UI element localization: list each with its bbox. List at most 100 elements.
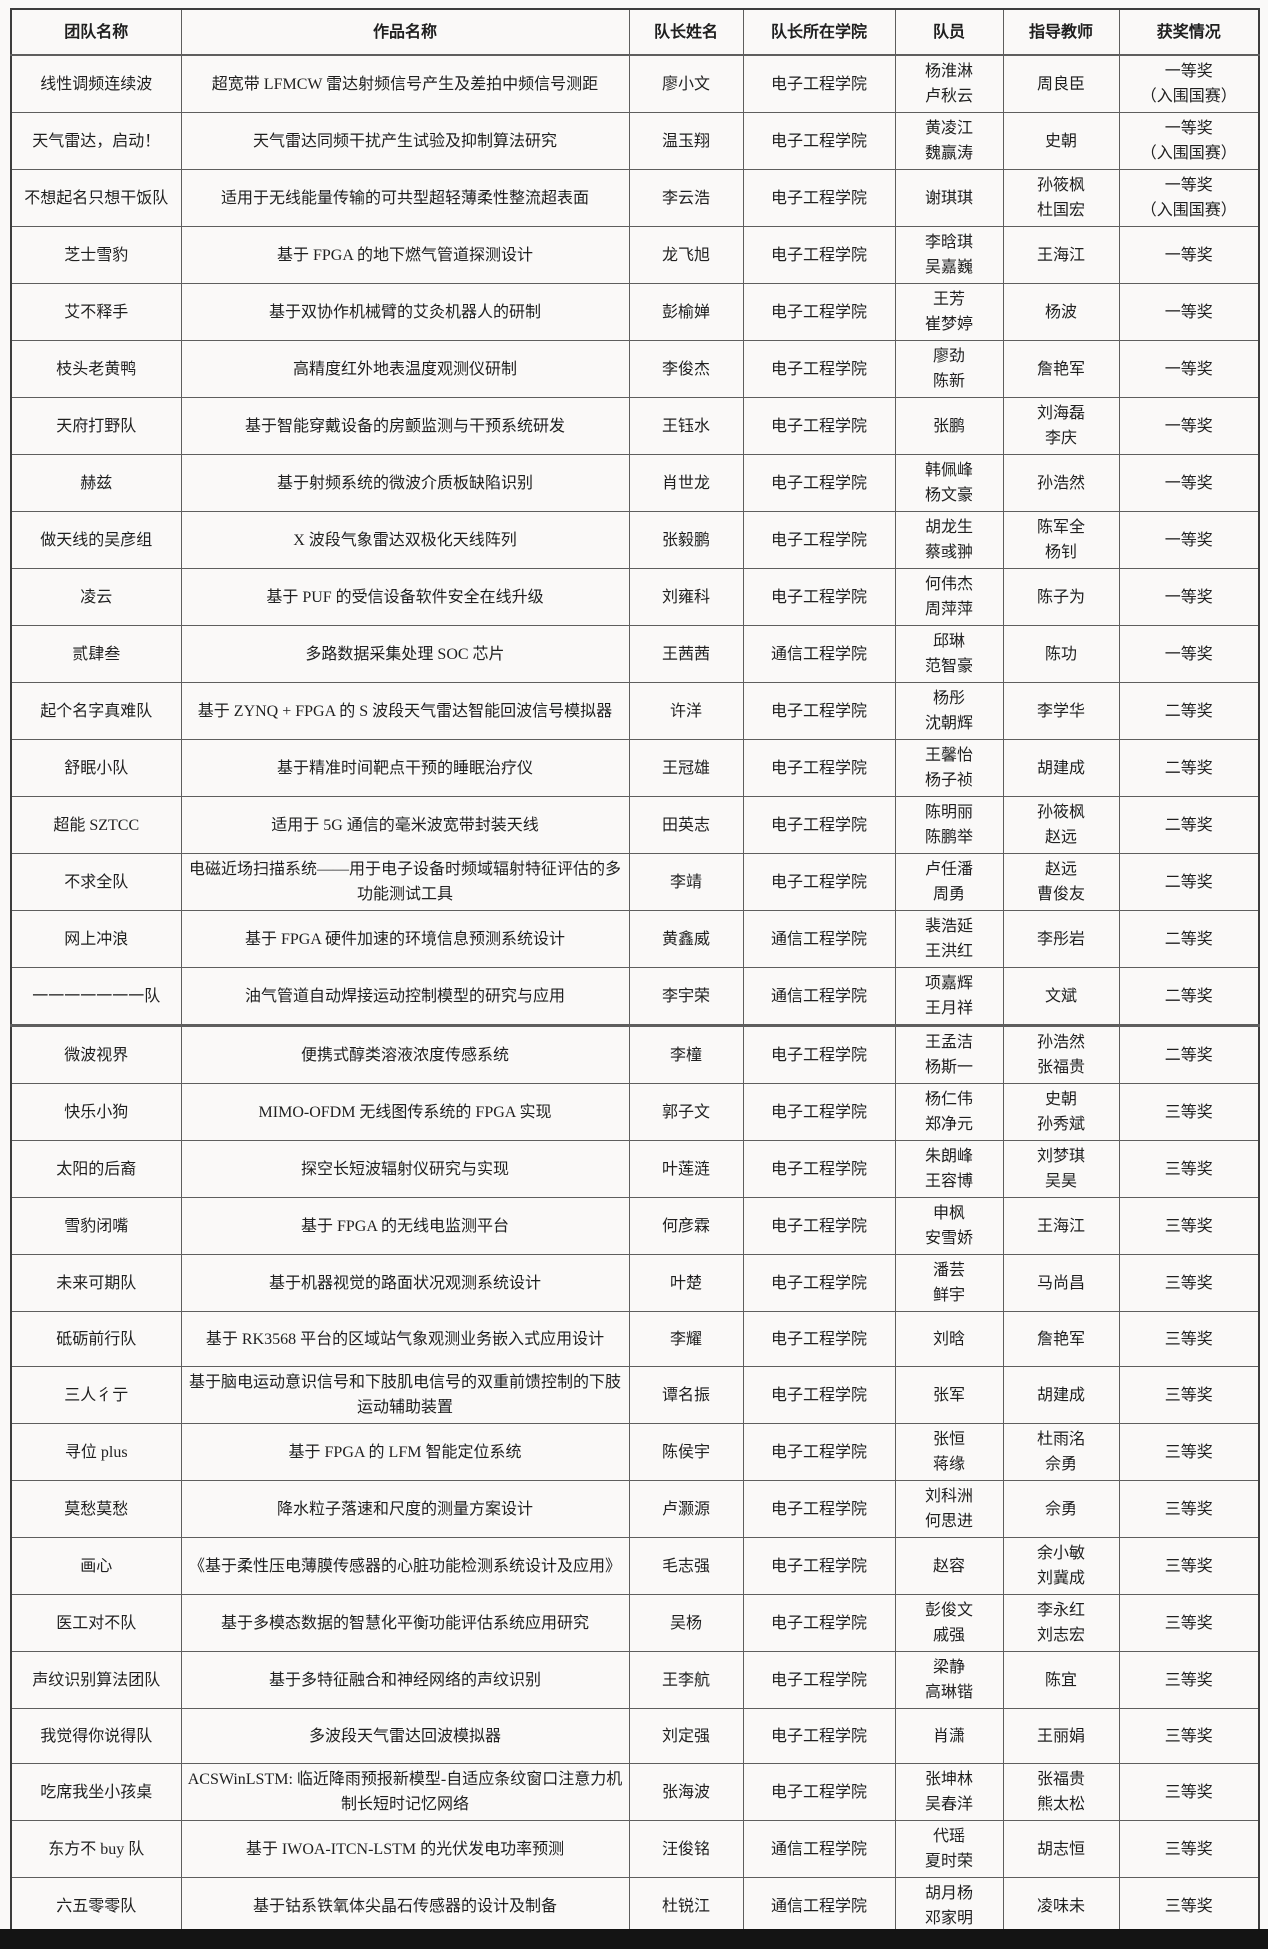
cell-work: 基于 PUF 的受信设备软件安全在线升级 <box>180 568 630 626</box>
cell-captain: 张海波 <box>628 1763 744 1821</box>
cell-award: 三等奖 <box>1118 1537 1260 1595</box>
cell-line: 三等奖 <box>1164 1897 1213 1915</box>
cell-members: 彭俊文 戚强 <box>894 1594 1004 1652</box>
cell-award: 一等奖 <box>1118 226 1260 284</box>
cell-advisors: 李彤岩 <box>1002 910 1120 968</box>
cell-captain: 郭子文 <box>628 1083 744 1141</box>
cell-line: 蔡彧翀 <box>924 544 973 561</box>
cell-line: 二等奖 <box>1164 759 1213 777</box>
cell-line: 电子工程学院 <box>770 1671 867 1689</box>
cell-advisors: 王海江 <box>1002 1197 1120 1255</box>
cell-team: 雪豹闭嘴 <box>10 1197 182 1255</box>
cell-line: 杨文豪 <box>924 487 973 504</box>
cell-captain: 李云浩 <box>628 169 744 227</box>
cell-line: 多波段天气雷达回波模拟器 <box>308 1727 501 1745</box>
cell-captain: 毛志强 <box>628 1537 744 1595</box>
cell-line: 杨钊 <box>1044 544 1077 561</box>
cell-line: 东方不 buy 队 <box>48 1840 145 1858</box>
cell-captain: 肖世龙 <box>628 454 744 512</box>
cell-team: 一一一一一一一队 <box>10 967 182 1026</box>
cell-line: 基于 ZYNQ + FPGA 的 S 波段天气雷达智能回波信号模拟器 <box>197 702 613 720</box>
cell-college: 电子工程学院 <box>742 1197 896 1255</box>
cell-line: 三等奖 <box>1164 1500 1213 1518</box>
cell-line: 王冠雄 <box>661 759 710 777</box>
cell-team: 天府打野队 <box>10 397 182 455</box>
cell-line: 赵容 <box>932 1557 965 1575</box>
cell-line: 电子工程学院 <box>770 531 867 549</box>
cell-line: 史朝 <box>1044 132 1077 150</box>
cell-line: 申枫 <box>932 1205 965 1222</box>
cell-line: 叶莲涟 <box>661 1160 710 1178</box>
cell-award: 二等奖 <box>1118 796 1260 854</box>
cell-captain: 田英志 <box>628 796 744 854</box>
cell-award: 二等奖 <box>1118 1024 1260 1084</box>
cell-captain: 叶莲涟 <box>628 1140 744 1198</box>
table-row: 雪豹闭嘴 基于 FPGA 的无线电监测平台 何彦霖 电子工程学院 申枫 安雪娇 王海江 三等奖 <box>10 1197 1260 1255</box>
cell-work: 电磁近场扫描系统——用于电子设备时频域辐射特征评估的多功能测试工具 <box>180 853 630 911</box>
cell-line: 电子工程学院 <box>770 1443 867 1461</box>
cell-work: 适用于无线能量传输的可共型超轻薄柔性整流超表面 <box>180 169 630 227</box>
cell-team: 东方不 buy 队 <box>10 1820 182 1878</box>
cell-line: 一等奖 <box>1164 588 1213 606</box>
cell-college: 电子工程学院 <box>742 1366 896 1424</box>
cell-line: 潘芸 <box>932 1262 965 1279</box>
cell-line: 许洋 <box>669 702 702 720</box>
cell-members: 张坤林 吴春洋 <box>894 1763 1004 1821</box>
cell-line: 陈功 <box>1044 645 1077 663</box>
cell-advisors: 孙筱枫 赵远 <box>1002 796 1120 854</box>
cell-college: 电子工程学院 <box>742 226 896 284</box>
cell-line: 肖世龙 <box>661 474 710 492</box>
cell-line: 吴杨 <box>669 1614 702 1632</box>
cell-line: 基于机器视觉的路面状况观测系统设计 <box>268 1274 541 1292</box>
cell-line: 三等奖 <box>1164 1386 1213 1404</box>
cell-line: 胡建成 <box>1036 1386 1085 1404</box>
cell-members: 杨仁伟 郑净元 <box>894 1083 1004 1141</box>
cell-team: 莫愁莫愁 <box>10 1480 182 1538</box>
cell-line: 熊太松 <box>1036 1796 1085 1813</box>
cell-line: 太阳的后裔 <box>56 1160 137 1178</box>
cell-line: 张毅鹏 <box>661 531 710 549</box>
cell-line: 王海江 <box>1036 1217 1085 1235</box>
table-row: 太阳的后裔 探空长短波辐射仪研究与实现 叶莲涟 电子工程学院 朱朗峰 王容博 刘梦琪 吴昊 三等… <box>10 1140 1260 1198</box>
cell-award: 二等奖 <box>1118 682 1260 740</box>
cell-line: 一等奖 <box>1164 303 1213 321</box>
cell-team: 六五零零队 <box>10 1877 182 1936</box>
cell-line: 王容博 <box>924 1173 973 1190</box>
cell-captain: 龙飞旭 <box>628 226 744 284</box>
cell-advisors: 佘勇 <box>1002 1480 1120 1538</box>
cell-advisors: 文斌 <box>1002 967 1120 1026</box>
table-row: 吃席我坐小孩桌 ACSWinLSTM: 临近降雨预报新模型-自适应条纹窗口注意力机… <box>10 1763 1260 1821</box>
cell-members: 代瑶 夏时荣 <box>894 1820 1004 1878</box>
cell-award: 一等奖 <box>1118 568 1260 626</box>
cell-line: 张坤林 <box>924 1771 973 1788</box>
cell-line: 电子工程学院 <box>770 1103 867 1121</box>
cell-captain: 杜锐江 <box>628 1877 744 1936</box>
column-header-members: 队员 <box>894 8 1004 56</box>
cell-line: 高琳锴 <box>924 1684 973 1701</box>
cell-work: MIMO-OFDM 无线图传系统的 FPGA 实现 <box>180 1083 630 1141</box>
cell-college: 电子工程学院 <box>742 568 896 626</box>
cell-line: 何思进 <box>924 1513 973 1530</box>
cell-team: 赫兹 <box>10 454 182 512</box>
cell-award: 三等奖 <box>1118 1480 1260 1538</box>
cell-line: 一等奖 <box>1164 417 1213 435</box>
cell-captain: 温玉翔 <box>628 112 744 170</box>
cell-line: 通信工程学院 <box>770 1840 867 1858</box>
cell-line: 电子工程学院 <box>770 360 867 378</box>
cell-line: 二等奖 <box>1164 987 1213 1005</box>
cell-award: 二等奖 <box>1118 853 1260 911</box>
cell-captain: 陈侯宇 <box>628 1423 744 1481</box>
cell-work: 基于射频系统的微波介质板缺陷识别 <box>180 454 630 512</box>
cell-work: 基于钴系铁氧体尖晶石传感器的设计及制备 <box>180 1877 630 1936</box>
cell-work: 便携式醇类溶液浓度传感系统 <box>180 1024 630 1084</box>
cell-work: 基于 FPGA 的无线电监测平台 <box>180 1197 630 1255</box>
cell-advisors: 赵远 曹俊友 <box>1002 853 1120 911</box>
table-row: 不想起名只想干饭队 适用于无线能量传输的可共型超轻薄柔性整流超表面 李云浩 电子工程学… <box>10 169 1260 227</box>
cell-college: 通信工程学院 <box>742 967 896 1026</box>
cell-members: 刘科洲 何思进 <box>894 1480 1004 1538</box>
cell-award: 三等奖 <box>1118 1083 1260 1141</box>
cell-line: 天气雷达同频干扰产生试验及抑制算法研究 <box>252 132 557 150</box>
cell-line: 刘冀成 <box>1036 1570 1085 1587</box>
cell-advisors: 孙浩然 张福贵 <box>1002 1024 1120 1084</box>
cell-advisors: 刘梦琪 吴昊 <box>1002 1140 1120 1198</box>
